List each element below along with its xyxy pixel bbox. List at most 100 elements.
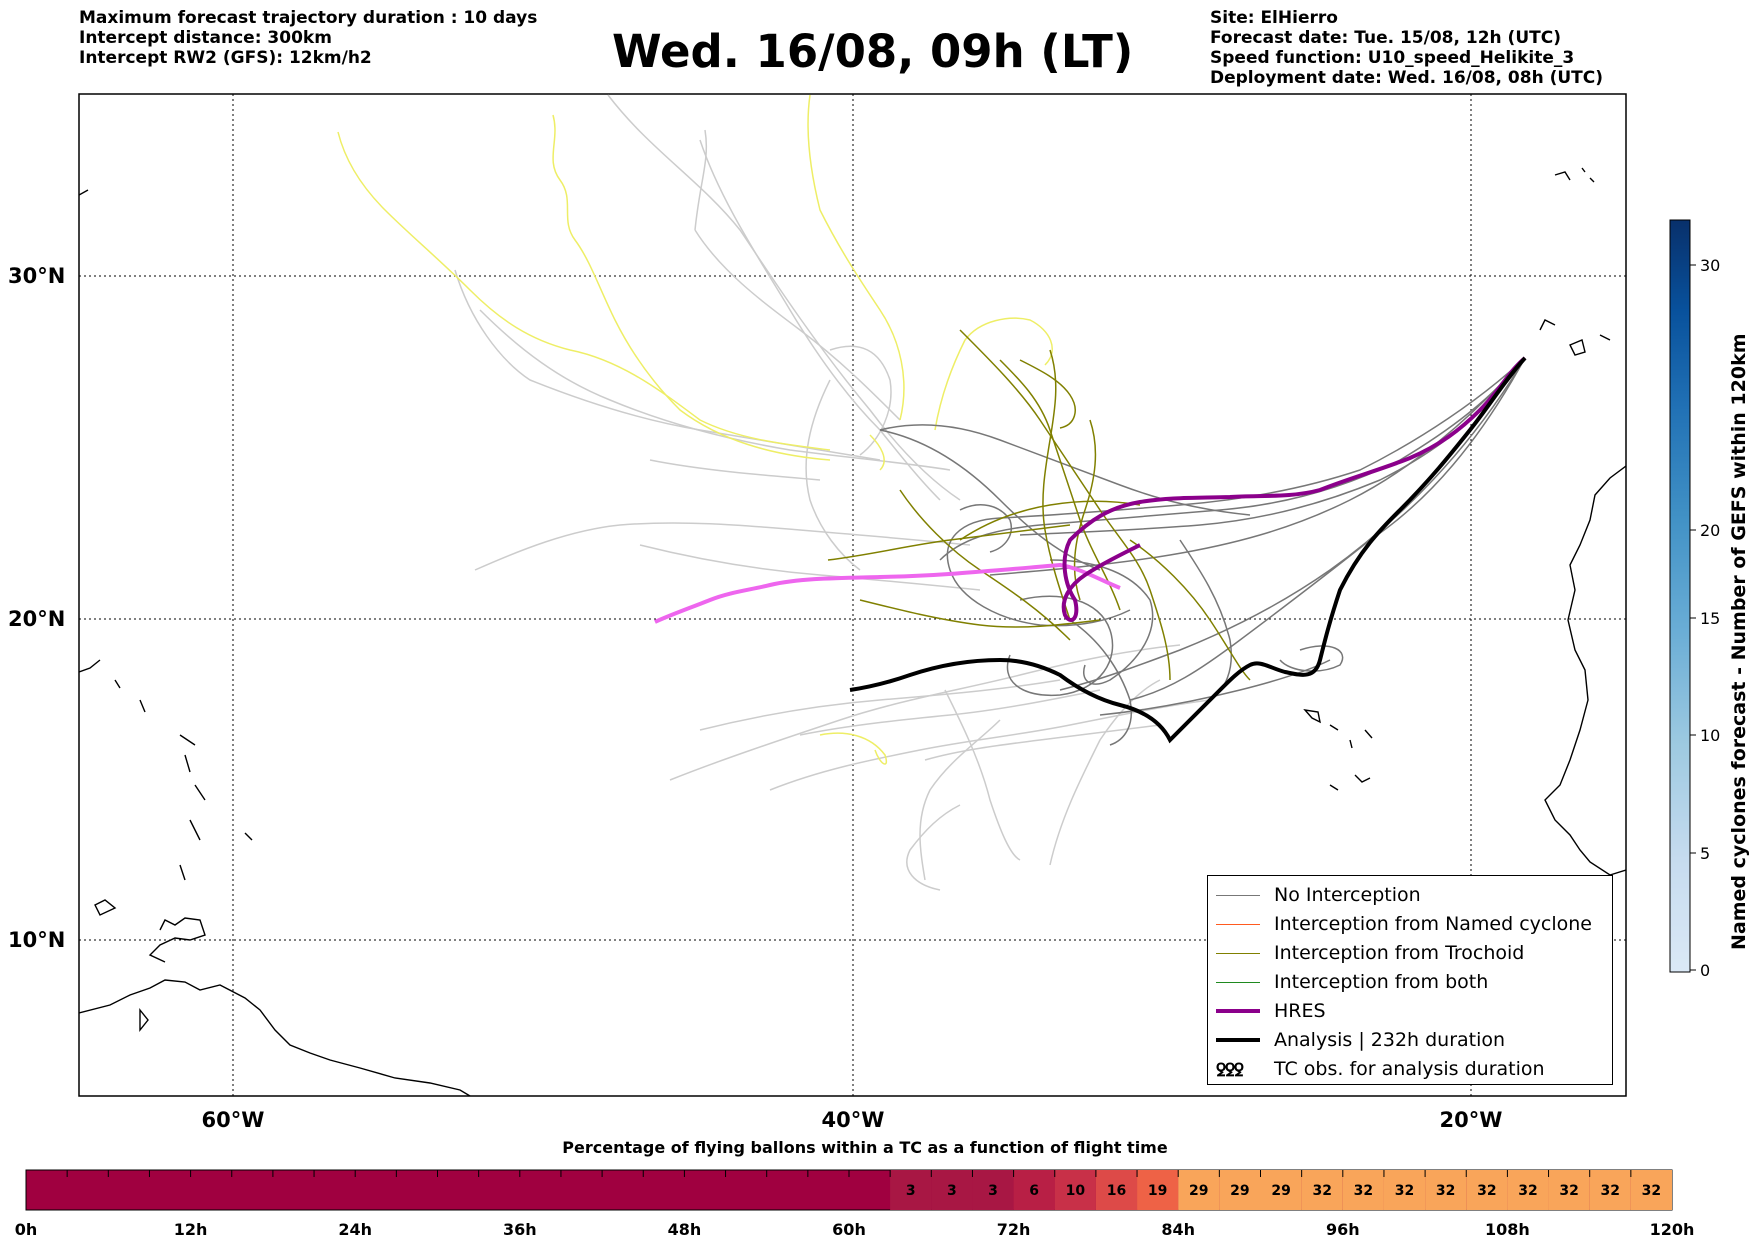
site-text: Site: ElHierro — [1210, 8, 1338, 28]
flight-bar-percent: 3 — [906, 1183, 916, 1199]
flight-bar-cell — [1054, 1170, 1096, 1210]
light-trajectory-15 — [1049, 679, 1161, 866]
flight-bar-cell — [1466, 1170, 1508, 1210]
flight-bar-cell — [1178, 1170, 1220, 1210]
yellow-trajectory-4 — [934, 317, 1053, 431]
flight-time-labels: 0h 12h 24h 36h 48h 60h 72h 84h 96h 108h 120h — [15, 1220, 1695, 1239]
legend-item-tc-obs: ꝿꝿꝿ TC obs. for analysis duration — [1216, 1056, 1545, 1082]
flight-bar-percent: 32 — [1518, 1183, 1537, 1199]
cyclone-tick-10: 10 — [1700, 726, 1720, 745]
light-trajectory-4 — [479, 309, 951, 471]
cyclone-tick-15: 15 — [1700, 609, 1720, 628]
legend-label-no-interception: No Interception — [1274, 884, 1421, 906]
tc-obs-icon: ꝿꝿꝿ — [1216, 1060, 1244, 1081]
cyclone-tick-5: 5 — [1700, 844, 1710, 863]
light-ensemble-trajectories — [454, 94, 1211, 891]
grey-trajectory-10 — [879, 424, 1251, 516]
legend-item-hres: HRES — [1216, 998, 1326, 1024]
forecast-date-text: Forecast date: Tue. 15/08, 12h (UTC) — [1210, 28, 1561, 48]
flight-time-label: 84h — [1161, 1220, 1195, 1239]
light-trajectory-13 — [919, 719, 1001, 881]
flight-bar-cell — [1137, 1170, 1179, 1210]
flight-bar-cell — [1589, 1170, 1631, 1210]
flight-time-label: 60h — [832, 1220, 866, 1239]
lat-label-10n: 10°N — [8, 928, 65, 952]
lat-label-20n: 20°N — [8, 607, 65, 631]
olive-trajectory-3 — [1042, 349, 1071, 621]
light-trajectory-8 — [669, 644, 1181, 781]
lon-label-20w: 20°W — [1440, 1108, 1503, 1132]
speed-function-text: Speed function: U10_speed_Helikite_3 — [1210, 48, 1575, 68]
flight-bar-percent: 32 — [1477, 1183, 1496, 1199]
legend-item-named-cyclone: Interception from Named cyclone — [1216, 911, 1592, 937]
flight-bar-cell — [1507, 1170, 1549, 1210]
grey-trajectory-14 — [959, 504, 1012, 553]
grey-trajectory-3 — [989, 357, 1526, 576]
trochoid-trajectories — [827, 329, 1251, 681]
island-cape-verde-south — [1329, 774, 1371, 791]
trajectory-legend: No Interception Interception from Named … — [1207, 875, 1613, 1085]
flight-time-label: 36h — [503, 1220, 537, 1239]
coastline-south-america — [79, 979, 471, 1096]
flight-bar-cell — [1219, 1170, 1261, 1210]
intercept-rw2-text: Intercept RW2 (GFS): 12km/h2 — [79, 48, 372, 68]
light-trajectory-7 — [639, 544, 981, 591]
flight-time-label: 120h — [1650, 1220, 1695, 1239]
light-trajectory-19 — [805, 379, 861, 571]
coastline-azores — [1554, 167, 1595, 183]
coastline-north-west — [79, 189, 89, 196]
light-trajectory-18 — [829, 345, 892, 456]
legend-item-trochoid: Interception from Trochoid — [1216, 940, 1524, 966]
coastline-canary-islands — [1539, 319, 1611, 356]
flight-bar-cell — [1342, 1170, 1384, 1210]
cyclone-tick-0: 0 — [1700, 961, 1710, 980]
legend-item-no-interception: No Interception — [1216, 882, 1421, 908]
light-trajectory-14 — [944, 689, 1021, 861]
legend-item-analysis: Analysis | 232h duration — [1216, 1027, 1505, 1053]
flight-bar-percent: 32 — [1395, 1183, 1414, 1199]
header-info-left: Maximum forecast trajectory duration : 1… — [79, 8, 537, 68]
light-trajectory-16 — [906, 804, 961, 891]
hres-trajectory — [1061, 356, 1527, 622]
flight-bar-cell — [1548, 1170, 1590, 1210]
flight-bar-cell — [1260, 1170, 1302, 1210]
grey-trajectory-13 — [1099, 659, 1331, 716]
flight-time-label: 96h — [1326, 1220, 1360, 1239]
header-info-right: Site: ElHierro Forecast date: Tue. 15/08… — [1210, 8, 1603, 88]
legend-label-analysis: Analysis | 232h duration — [1274, 1029, 1506, 1051]
lon-label-60w: 60°W — [202, 1108, 265, 1132]
analysis-trajectory — [849, 356, 1527, 744]
flight-time-label: 24h — [338, 1220, 372, 1239]
legend-label-trochoid: Interception from Trochoid — [1274, 942, 1525, 964]
flight-bar-percent: 32 — [1436, 1183, 1455, 1199]
olive-trajectory-7 — [827, 524, 1071, 561]
intercept-distance-text: Intercept distance: 300km — [79, 28, 332, 48]
flight-bar-percent: 32 — [1601, 1183, 1620, 1199]
light-trajectory-17 — [649, 459, 821, 481]
grey-trajectory-5 — [1059, 357, 1526, 691]
legend-label-both: Interception from both — [1274, 971, 1489, 993]
flight-bar-cell — [1301, 1170, 1343, 1210]
olive-trajectory-10 — [1129, 539, 1251, 681]
light-trajectory-12 — [924, 724, 1161, 761]
light-trajectory-9 — [699, 679, 1061, 731]
flight-bar-cell — [931, 1170, 973, 1210]
yellow-trajectory-1 — [337, 131, 831, 451]
flight-time-label: 72h — [997, 1220, 1031, 1239]
flight-bar-percent: 32 — [1354, 1183, 1373, 1199]
coastlines — [79, 167, 1626, 1096]
island-margarita — [139, 1008, 149, 1032]
flight-bar-percent: 29 — [1271, 1183, 1290, 1199]
flight-time-label: 0h — [15, 1220, 38, 1239]
flight-bar-percent: 32 — [1312, 1183, 1331, 1199]
flight-time-label: 108h — [1485, 1220, 1530, 1239]
flight-bar-title: Percentage of flying ballons within a TC… — [562, 1138, 1168, 1157]
legend-label-named-cyclone: Interception from Named cyclone — [1274, 913, 1592, 935]
cyclone-tick-30: 30 — [1700, 256, 1720, 275]
flight-bar-percent: 32 — [1642, 1183, 1661, 1199]
coastline-west-africa — [1544, 465, 1626, 876]
island-cape-verde-north — [1303, 709, 1373, 749]
max-duration-text: Maximum forecast trajectory duration : 1… — [79, 8, 538, 28]
grey-trajectory-4 — [1129, 357, 1526, 701]
flight-bar-percent: 32 — [1559, 1183, 1578, 1199]
